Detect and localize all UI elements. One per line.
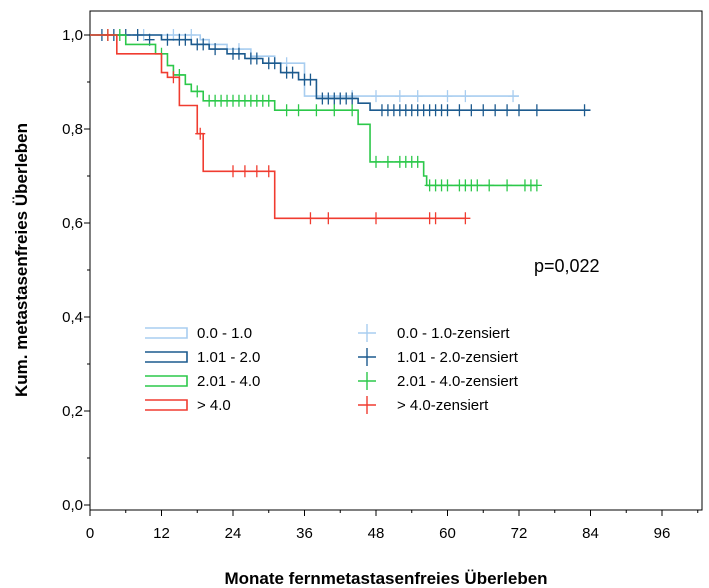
censor-mark (239, 165, 250, 178)
censor-mark (210, 43, 221, 56)
censor-mark (371, 212, 381, 225)
legend-label: > 4.0 (197, 397, 231, 414)
plot-frame (89, 10, 703, 511)
censor-mark (323, 212, 334, 225)
censor-mark (531, 104, 542, 117)
censor-mark (305, 73, 316, 86)
censor-mark (442, 90, 453, 103)
legend-swatch (145, 327, 188, 339)
censor-mark (466, 104, 477, 117)
censor-mark (371, 90, 381, 103)
y-tick-label: 0,6 (62, 215, 83, 232)
y-tick-label: 0,0 (62, 497, 83, 514)
x-tick-label: 60 (439, 525, 456, 542)
series-4 (90, 29, 471, 225)
censor-mark (329, 104, 340, 117)
p-value-annotation: p=0,022 (534, 256, 600, 276)
legend-label: 0.0 - 1.0 (197, 325, 252, 342)
censor-mark (251, 52, 262, 65)
censor-mark (472, 179, 483, 192)
y-axis-title: Kum. metastasenfreies Überleben (12, 123, 31, 397)
series-layer (90, 29, 591, 225)
censor-mark (168, 71, 179, 84)
censor-mark (305, 212, 316, 225)
axes: 0 12 24 36 48 60 72 84 96 0,0 0,2 0,4 0,6 0,8 1,0 (62, 27, 699, 542)
censor-mark (228, 165, 238, 178)
censor-mark (371, 155, 381, 168)
censor-mark (281, 104, 292, 117)
censor-mark (180, 33, 191, 46)
censor-mark (287, 66, 298, 79)
legend-censor-symbol (358, 372, 376, 390)
legend-label: 2.01 - 4.0 (197, 373, 260, 390)
censor-mark (311, 104, 322, 117)
censor-mark (251, 165, 262, 178)
censor-mark (192, 85, 203, 98)
censor-mark (162, 33, 173, 46)
survival-curve (90, 34, 466, 220)
x-axis-title: Monate fernmetastasenfreies Überleben (224, 569, 547, 588)
censor-mark (454, 104, 465, 117)
censor-mark (233, 47, 244, 60)
legend-censor-symbol (358, 324, 376, 342)
censor-mark (430, 212, 441, 225)
censor-mark (293, 104, 304, 117)
legend-swatch (145, 351, 188, 363)
censor-mark (195, 127, 206, 140)
censor-mark (460, 90, 471, 103)
x-tick-label: 48 (368, 525, 385, 542)
censor-mark (502, 179, 513, 192)
x-tick-label: 72 (511, 525, 528, 542)
censor-mark (412, 90, 423, 103)
legend-label: 1.01 - 2.0 (197, 349, 260, 366)
y-tick-label: 0,4 (62, 309, 83, 326)
legend-censor-label: 0.0 - 1.0-zensiert (397, 325, 510, 342)
censor-mark (382, 155, 393, 168)
censor-mark (132, 29, 143, 41)
censor-mark (442, 104, 453, 117)
censor-mark (269, 57, 280, 70)
censor-mark (347, 104, 358, 117)
y-tick-label: 0,8 (62, 121, 83, 138)
censor-mark (514, 104, 524, 117)
x-tick-label: 96 (654, 525, 671, 542)
censor-mark (442, 179, 453, 192)
censor-mark (531, 179, 542, 192)
x-tick-label: 36 (296, 525, 313, 542)
legend-censor-label: 2.01 - 4.0-zensiert (397, 373, 519, 390)
y-tick-label: 0,2 (62, 403, 83, 420)
censor-mark (263, 165, 274, 178)
legend-swatch (145, 375, 188, 387)
censor-mark (490, 104, 501, 117)
legend-censor-label: 1.01 - 2.0-zensiert (397, 349, 519, 366)
censor-mark (263, 94, 274, 107)
x-tick-label: 0 (86, 525, 94, 542)
censor-mark (502, 104, 513, 117)
censor-mark (579, 104, 590, 117)
censor-mark (102, 29, 113, 41)
y-tick-label: 1,0 (62, 27, 83, 44)
legend-censor-symbol (358, 396, 376, 414)
censor-mark (478, 104, 489, 117)
x-tick-label: 12 (153, 525, 170, 542)
censor-mark (394, 90, 405, 103)
legend-swatch (145, 399, 188, 411)
censor-mark (412, 155, 423, 168)
series-2 (90, 29, 591, 117)
x-tick-label: 84 (582, 525, 599, 542)
legend: 0.0 - 1.0 0.0 - 1.0-zensiert 1.01 - 2.0 1.0… (145, 324, 519, 414)
censor-mark (347, 92, 358, 105)
legend-censor-symbol (358, 348, 376, 366)
x-tick-label: 24 (225, 525, 242, 542)
legend-censor-label: > 4.0-zensiert (397, 397, 489, 414)
censor-mark (198, 38, 209, 51)
censor-mark (460, 212, 471, 225)
censor-mark (484, 179, 495, 192)
censor-mark (508, 90, 519, 103)
survival-curve (90, 34, 591, 111)
